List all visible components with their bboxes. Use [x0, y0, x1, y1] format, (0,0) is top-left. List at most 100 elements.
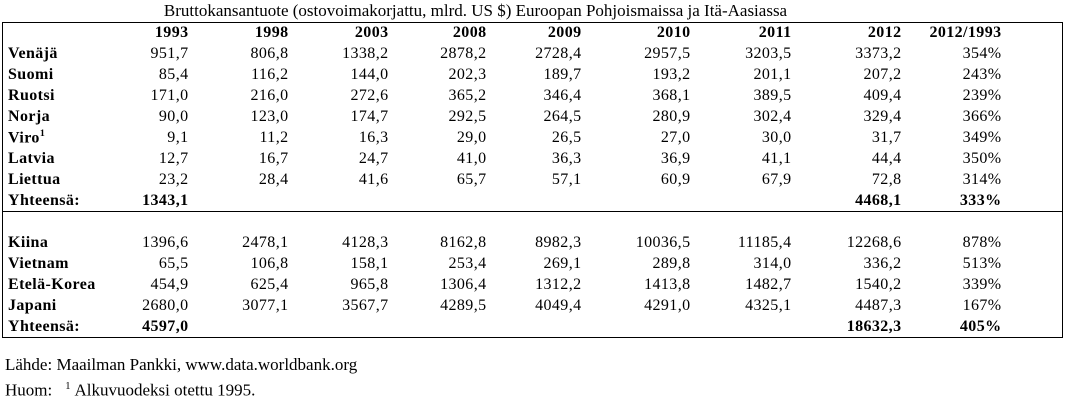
value-cell: 3203,5	[745, 45, 792, 62]
value-cell: 951,7	[150, 45, 189, 62]
column-header-2008: 2008	[452, 24, 487, 42]
value-cell: 29,0	[456, 129, 487, 146]
value-cell: 389,5	[753, 87, 792, 104]
value-cell: 350%	[962, 150, 1002, 167]
value-cell	[695, 317, 796, 338]
value-cell: 65,7	[456, 171, 487, 188]
value-cell: 314,0	[753, 255, 792, 272]
value-cell: 354%	[962, 45, 1002, 62]
column-header-2003: 2003	[354, 24, 389, 42]
value-cell	[393, 317, 491, 338]
value-cell: 106,8	[250, 255, 289, 272]
value-cell: 23,2	[158, 171, 189, 188]
value-cell: 60,9	[660, 171, 691, 188]
gdp-table: 1993 1998 2003 2008 2009 2010 2011 2012 …	[2, 22, 1063, 338]
value-cell: 2957,5	[644, 45, 691, 62]
column-header-1993: 1993	[154, 24, 189, 42]
value-cell: 1396,6	[142, 234, 189, 251]
value-cell: 625,4	[250, 276, 289, 293]
page-title: Bruttokansantuote (ostovoimakorjattu, ml…	[163, 1, 788, 20]
value-cell: 2878,2	[440, 45, 487, 62]
value-cell: 144,0	[350, 66, 389, 83]
note-prefix: Huom:	[5, 380, 53, 400]
value-cell: 513%	[962, 255, 1002, 272]
note-line: Huom: 1 Alkuvuodeksi otettu 1995.	[5, 376, 1065, 402]
filler-cell	[1005, 190, 1063, 212]
column-header-ratio: 2012/1993	[929, 24, 1002, 42]
value-cell: 9,1	[167, 129, 189, 146]
value-cell: 28,4	[258, 171, 289, 188]
value-cell: 202,3	[448, 66, 487, 83]
value-cell: 409,4	[863, 87, 902, 104]
row-label-superscript: 1	[39, 128, 45, 140]
value-cell: 806,8	[250, 45, 289, 62]
value-cell: 158,1	[350, 255, 389, 272]
value-cell: 174,7	[350, 108, 389, 125]
value-cell: 189,7	[543, 66, 582, 83]
value-cell: 41,1	[761, 150, 792, 167]
value-cell: 44,4	[871, 150, 902, 167]
spacer-cell	[3, 212, 1063, 233]
value-cell: 349%	[962, 129, 1002, 146]
filler-cell	[1006, 317, 1063, 338]
footer: Lähde: Maailman Pankki, www.data.worldba…	[5, 354, 1065, 402]
filler-cell	[1006, 128, 1063, 149]
value-cell: 36,3	[551, 150, 582, 167]
value-cell: 4289,5	[440, 297, 487, 314]
value-cell: 10036,5	[635, 234, 691, 251]
value-cell: 171,0	[150, 87, 189, 104]
value-cell: 243%	[962, 66, 1002, 83]
column-header-1998: 1998	[254, 24, 289, 42]
value-cell: 269,1	[543, 255, 582, 272]
value-cell: 12,7	[158, 150, 189, 167]
value-cell: 72,8	[871, 171, 902, 188]
value-cell: 65,5	[158, 255, 189, 272]
value-cell: 16,3	[358, 129, 389, 146]
value-cell: 272,6	[350, 87, 389, 104]
value-cell: 366%	[962, 108, 1002, 125]
value-cell	[490, 190, 586, 212]
value-cell: 4128,3	[342, 234, 389, 251]
value-cell	[293, 317, 393, 338]
value-cell: 4049,4	[535, 297, 582, 314]
country-row: Venäjä 951,7 806,8 1338,2 2878,2 2728,4 2957,5…	[3, 44, 1063, 65]
value-cell: 346,4	[543, 87, 582, 104]
value-cell	[586, 317, 695, 338]
country-row: Suomi 85,4 116,2 144,0 202,3 189,7 193,2 201,1 2…	[3, 65, 1063, 86]
column-header-2011: 2011	[758, 24, 792, 42]
value-cell: 4325,1	[745, 297, 792, 314]
section-spacer-row	[3, 212, 1063, 233]
filler-cell	[1006, 254, 1063, 275]
row-label: Kiina	[8, 234, 49, 251]
value-cell: 280,9	[652, 108, 691, 125]
value-cell: 193,2	[652, 66, 691, 83]
value-cell: 8982,3	[535, 234, 582, 251]
country-row: Latvia 12,7 16,7 24,7 41,0 36,3 36,9 41,1 44,4 35…	[3, 149, 1063, 170]
value-cell: 207,2	[863, 66, 902, 83]
value-cell: 3567,7	[342, 297, 389, 314]
country-row: Viro1 9,1 11,2 16,3 29,0 26,5 27,0 30,0 31,7 349%	[3, 128, 1063, 149]
value-cell	[694, 190, 796, 212]
filler-cell	[1006, 296, 1063, 317]
filler-cell	[1006, 170, 1063, 191]
value-cell: 336,2	[863, 255, 902, 272]
value-cell: 85,4	[158, 66, 189, 83]
row-label: Japani	[8, 297, 57, 314]
filler-cell	[1006, 44, 1063, 65]
value-cell: 1540,2	[855, 276, 902, 293]
value-cell: 4468,1	[795, 190, 906, 212]
value-cell: 314%	[962, 171, 1002, 188]
value-cell: 1306,4	[440, 276, 487, 293]
gdp-table-body: Venäjä 951,7 806,8 1338,2 2878,2 2728,4 2957,5…	[2, 44, 1063, 338]
note-superscript: 1	[65, 381, 71, 392]
value-cell: 167%	[962, 297, 1002, 314]
value-cell: 1482,7	[745, 276, 792, 293]
value-cell: 90,0	[158, 108, 189, 125]
note-text: Alkuvuodeksi otettu 1995.	[74, 380, 256, 400]
value-cell	[292, 190, 393, 212]
value-cell: 12268,6	[846, 234, 902, 251]
country-row: Liettua 23,2 28,4 41,6 65,7 57,1 60,9 67,9 72,8 3…	[3, 170, 1063, 191]
value-cell: 216,0	[250, 87, 289, 104]
value-cell: 16,7	[258, 150, 289, 167]
